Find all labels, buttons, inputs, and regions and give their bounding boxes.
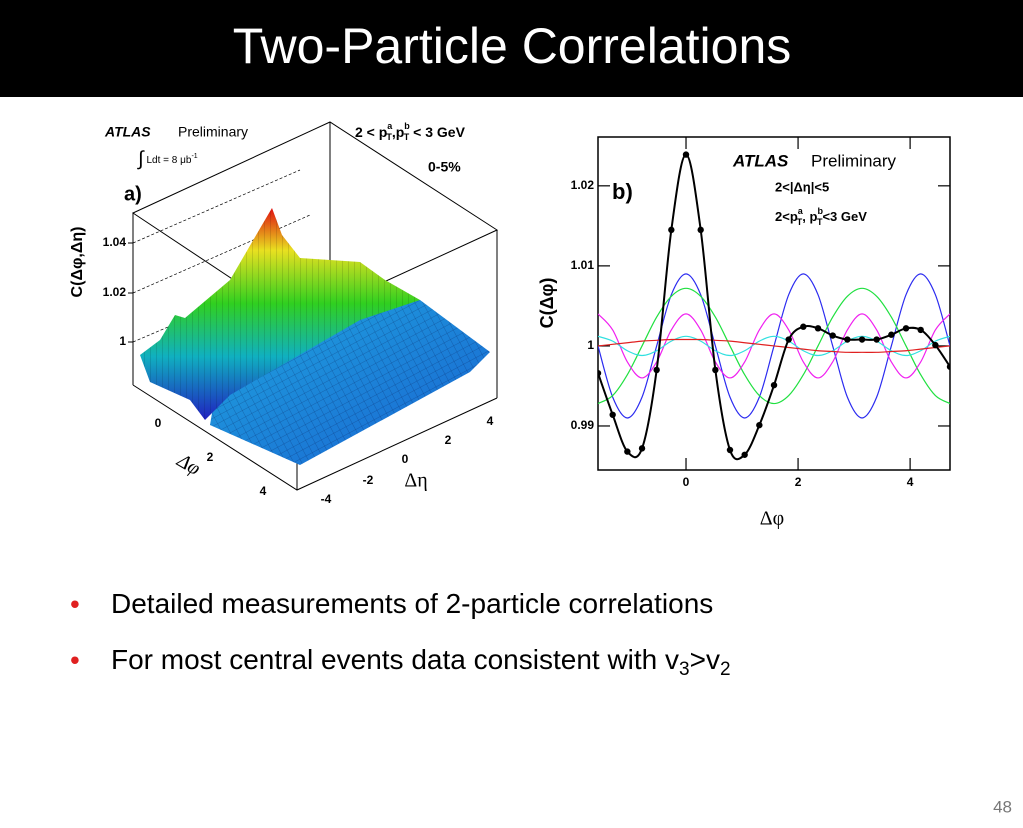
figure-a: ATLAS Preliminary ∫ Ldt = 8 μb-1 2 < pa T,… — [69, 121, 499, 506]
series-line — [598, 287, 950, 405]
data-point — [756, 421, 763, 429]
pt-text: ,p — [392, 124, 404, 140]
bullet-subscript: 3 — [679, 659, 690, 680]
lumi-text: Ldt = 8 μb — [146, 155, 191, 166]
luminosity: ∫ Ldt = 8 μb-1 — [137, 148, 198, 170]
y-tick-label: 1 — [587, 338, 594, 352]
data-point — [932, 341, 939, 349]
z-tick-label: 1 — [119, 334, 126, 348]
data-point — [609, 411, 616, 418]
z-tick-label: 1.02 — [103, 285, 127, 299]
eta-tick-label: 4 — [487, 414, 494, 428]
pt-sub: T — [797, 217, 803, 227]
pt-sub: T — [404, 132, 410, 142]
pt-text: , p — [802, 209, 817, 224]
pt-range: 2 < pa T,pb T < 3 GeV — [355, 121, 466, 142]
bullet-dot: • — [70, 644, 80, 675]
x-tick-label: 4 — [907, 475, 914, 489]
atlas-label: ATLAS — [732, 151, 789, 170]
y-tick-label: 1.02 — [571, 178, 595, 192]
data-point — [946, 363, 950, 370]
plot-area — [598, 151, 950, 461]
data-point — [598, 369, 602, 377]
data-point — [888, 331, 895, 338]
data-point — [858, 336, 866, 343]
integral-sign: ∫ — [137, 148, 145, 170]
panel-label: a) — [124, 183, 142, 205]
data-point — [653, 366, 660, 374]
x-axis-label: Δφ — [760, 508, 784, 530]
pt-sub: T — [817, 217, 823, 227]
phi-tick-label: 0 — [155, 416, 162, 430]
bullet-part: For most central events data consistent … — [111, 644, 679, 675]
data-point — [638, 445, 646, 452]
y-tick-label: 0.99 — [571, 418, 595, 432]
data-point — [917, 326, 924, 334]
eta-tick-label: -2 — [363, 473, 374, 487]
data-point — [902, 325, 910, 332]
bullet-dot: • — [70, 588, 80, 619]
x-tick-label: 2 — [795, 475, 802, 489]
eta-tick-label: -4 — [321, 492, 332, 506]
pt-text: 2 < p — [355, 124, 387, 140]
eta-cut: 2<|Δη|<5 — [775, 179, 829, 194]
data-point — [668, 226, 675, 234]
phi-axis-label: Δφ — [172, 449, 204, 480]
data-point — [624, 448, 631, 455]
eta-axis-label: Δη — [404, 470, 427, 492]
bullet-part: Detailed measurements of 2-particle corr… — [111, 588, 713, 619]
y-axis-label: C(Δφ) — [537, 278, 557, 329]
pt-sup: b — [404, 121, 410, 131]
bullet-text: For most central events data consistent … — [111, 644, 731, 680]
data-point — [785, 336, 792, 343]
eta-tick-label: 2 — [445, 433, 452, 447]
data-point — [829, 332, 836, 339]
pt-sup: b — [817, 206, 823, 216]
pt-sub: T — [386, 132, 392, 142]
pt-text: < 3 GeV — [409, 124, 465, 140]
pt-sup: a — [798, 206, 804, 216]
bullet-subscript: 2 — [720, 659, 731, 680]
slide-title: Two-Particle Correlations — [233, 18, 792, 74]
z-axis-label: C(Δφ,Δη) — [69, 227, 86, 298]
preliminary-label: Preliminary — [178, 124, 248, 140]
phi-tick-label: 2 — [207, 450, 214, 464]
data-point — [814, 325, 822, 332]
lumi-exponent: -1 — [191, 153, 197, 160]
series-line — [598, 153, 950, 461]
panel-label: b) — [612, 179, 633, 204]
series-line — [598, 335, 950, 357]
y-tick-label: 1.01 — [571, 258, 595, 272]
header-bar — [0, 0, 1023, 97]
data-point — [741, 451, 748, 458]
z-tick-label: 1.04 — [103, 235, 127, 249]
pt-range: 2<pa T, pb T<3 GeV — [775, 206, 867, 227]
preliminary-label: Preliminary — [811, 151, 897, 170]
data-point — [844, 336, 851, 343]
data-point — [697, 226, 704, 234]
data-point — [726, 446, 734, 454]
x-tick-label: 0 — [683, 475, 690, 489]
pt-sup: a — [387, 121, 393, 131]
data-point — [800, 323, 807, 330]
plot-frame — [597, 136, 951, 471]
surface-ridge-mesh — [140, 208, 420, 420]
series-line — [598, 338, 950, 353]
figure-b: ATLAS Preliminary 2<|Δη|<5 2<pa T, pb T<3 … — [537, 136, 951, 530]
pt-text: 2<p — [775, 209, 798, 224]
page-number: 48 — [993, 797, 1012, 816]
data-point — [712, 366, 719, 374]
data-point — [770, 381, 778, 389]
atlas-label: ATLAS — [104, 124, 151, 140]
pt-text: <3 GeV — [822, 209, 867, 224]
data-point — [873, 336, 880, 343]
centrality: 0-5% — [428, 159, 461, 175]
phi-tick-label: 4 — [260, 484, 267, 498]
bullet-text: Detailed measurements of 2-particle corr… — [111, 588, 713, 619]
data-point — [682, 151, 690, 158]
bullet-part: >v — [690, 644, 720, 675]
eta-tick-label: 0 — [402, 452, 409, 466]
